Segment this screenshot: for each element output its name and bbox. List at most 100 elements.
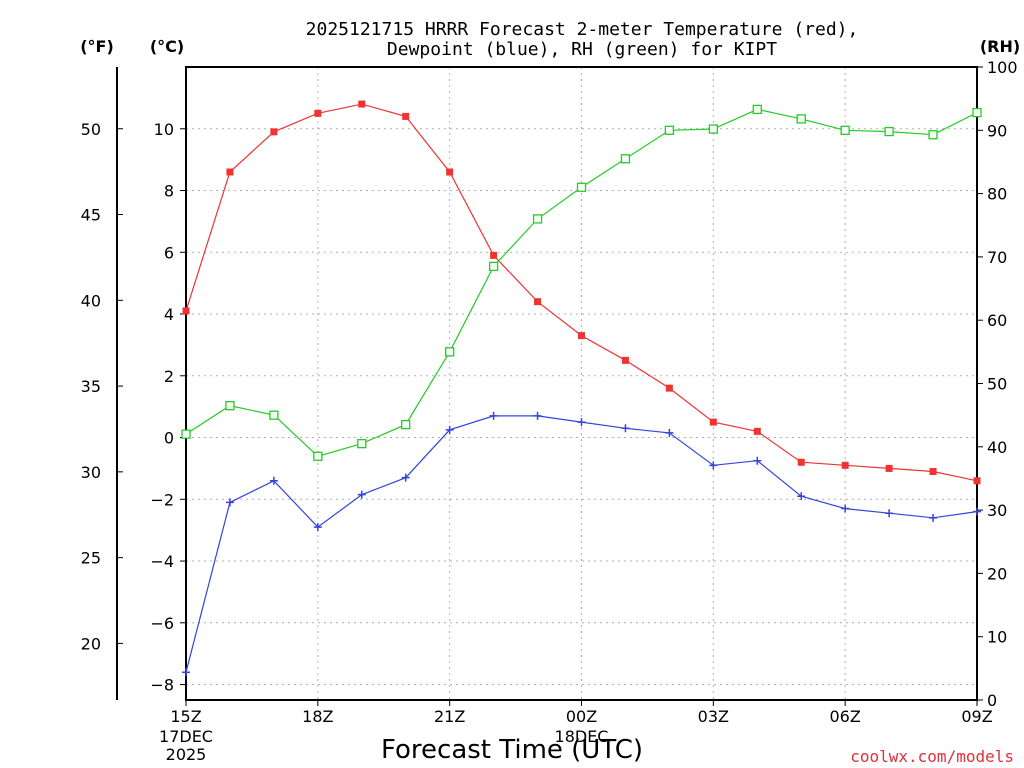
- rh-point: [357, 438, 367, 449]
- chart-title-line-2: Dewpoint (blue), RH (green) for KIPT: [387, 39, 777, 60]
- rh-tick-label: 0: [987, 691, 997, 710]
- fahrenheit-tick-label: 45: [81, 206, 101, 225]
- rh-tick-label: 80: [987, 185, 1007, 204]
- dewpoint-point: [665, 428, 674, 437]
- rh-point: [269, 410, 279, 420]
- fahrenheit-tick-label: 50: [81, 120, 101, 139]
- rh-tick-label: 30: [987, 501, 1007, 520]
- rh-point: [401, 419, 411, 430]
- temperature-point: [709, 418, 717, 426]
- dewpoint-point: [709, 461, 718, 470]
- rh-tick-label: 100: [987, 58, 1018, 77]
- rh-unit-label: (RH): [980, 37, 1020, 56]
- x-tick-sublabel: 17DEC: [159, 727, 213, 746]
- temperature-point: [270, 128, 278, 136]
- fahrenheit-tick-label: 40: [81, 291, 101, 310]
- grid-lines: [186, 67, 977, 700]
- temperature-point: [885, 464, 893, 472]
- dewpoint-point: [621, 424, 630, 433]
- temperature-point: [665, 384, 673, 392]
- temperature-point: [534, 298, 542, 306]
- dewpoint-point: [533, 411, 542, 420]
- temperature-point: [182, 307, 190, 315]
- x-tick-sublabel: 2025: [166, 745, 207, 764]
- x-tick-label: 18Z: [302, 707, 333, 726]
- temperature-point: [446, 168, 454, 176]
- temperature-point: [973, 477, 981, 485]
- temperature-point: [621, 356, 629, 364]
- dewpoint-point: [182, 668, 190, 677]
- rh-point: [796, 114, 806, 124]
- rh-point: [488, 261, 499, 272]
- plot-frame: [185, 66, 978, 701]
- rh-point: [840, 125, 850, 135]
- temperature-point: [358, 100, 366, 108]
- dewpoint-point: [225, 498, 234, 507]
- celsius-tick-label: 0: [164, 429, 174, 448]
- fahrenheit-tick-label: 35: [81, 377, 101, 396]
- rh-point: [181, 429, 191, 439]
- x-tick-label: 15Z: [170, 707, 201, 726]
- temperature-point: [929, 468, 937, 476]
- dewpoint-point: [489, 411, 498, 420]
- dewpoint-point: [357, 490, 366, 499]
- rh-point: [708, 124, 718, 134]
- celsius-tick-label: 8: [164, 182, 174, 201]
- x-tick-label: 21Z: [434, 707, 465, 726]
- celsius-tick-label: 10: [154, 120, 174, 139]
- dewpoint-point: [577, 418, 586, 427]
- series-layer: [181, 100, 982, 677]
- temperature-point: [578, 332, 585, 340]
- rh-tick-label: 60: [987, 311, 1007, 330]
- temperature-point: [797, 458, 805, 466]
- x-axis-label: Forecast Time (UTC): [381, 735, 643, 765]
- dewpoint-point: [445, 425, 454, 434]
- celsius-tick-label: −6: [150, 614, 174, 633]
- rh-point: [532, 214, 543, 224]
- dewpoint-point: [797, 492, 806, 501]
- rh-point: [752, 104, 762, 115]
- temperature-point: [841, 461, 849, 469]
- chart-title-line-1: 2025121715 HRRR Forecast 2-meter Tempera…: [306, 19, 859, 40]
- x-tick-label: 06Z: [830, 707, 861, 726]
- x-tick-label: 00Z: [566, 707, 597, 726]
- dewpoint-point: [841, 504, 850, 513]
- celsius-tick-label: −8: [150, 676, 174, 695]
- x-tick-label: 03Z: [698, 707, 729, 726]
- fahrenheit-unit-label: (°F): [80, 37, 114, 56]
- dewpoint-line: [185, 415, 978, 673]
- x-tick-sublabel: 18DEC: [555, 727, 609, 746]
- rh-point: [225, 401, 235, 411]
- fahrenheit-tick-label: 20: [81, 634, 101, 653]
- temperature-point: [314, 109, 322, 117]
- rh-tick-label: 50: [987, 375, 1007, 394]
- temperature-point: [402, 112, 410, 120]
- fahrenheit-tick-label: 25: [81, 549, 101, 568]
- dewpoint-point: [929, 513, 938, 522]
- celsius-tick-label: −2: [150, 490, 174, 509]
- rh-point: [313, 451, 323, 461]
- rh-point: [972, 107, 982, 118]
- rh-point: [620, 154, 631, 164]
- dewpoint-point: [269, 476, 278, 485]
- dewpoint-point: [973, 507, 981, 516]
- celsius-tick-label: 2: [164, 367, 174, 386]
- celsius-tick-label: 4: [164, 305, 174, 324]
- temperature-point: [753, 427, 761, 435]
- celsius-tick-label: −4: [150, 552, 174, 571]
- rh-point: [664, 125, 675, 135]
- credit-text: coolwx.com/models: [850, 747, 1014, 766]
- rh-point: [576, 182, 587, 192]
- rh-point: [445, 347, 455, 357]
- rh-tick-label: 20: [987, 564, 1007, 583]
- rh-point: [884, 126, 894, 137]
- rh-tick-label: 90: [987, 121, 1007, 140]
- rh-tick-label: 10: [987, 628, 1007, 647]
- dewpoint-point: [401, 473, 410, 482]
- rh-point: [928, 130, 938, 140]
- x-tick-label: 09Z: [961, 707, 992, 726]
- rh-tick-label: 40: [987, 438, 1007, 457]
- celsius-tick-label: 6: [164, 243, 174, 262]
- dewpoint-point: [313, 523, 322, 532]
